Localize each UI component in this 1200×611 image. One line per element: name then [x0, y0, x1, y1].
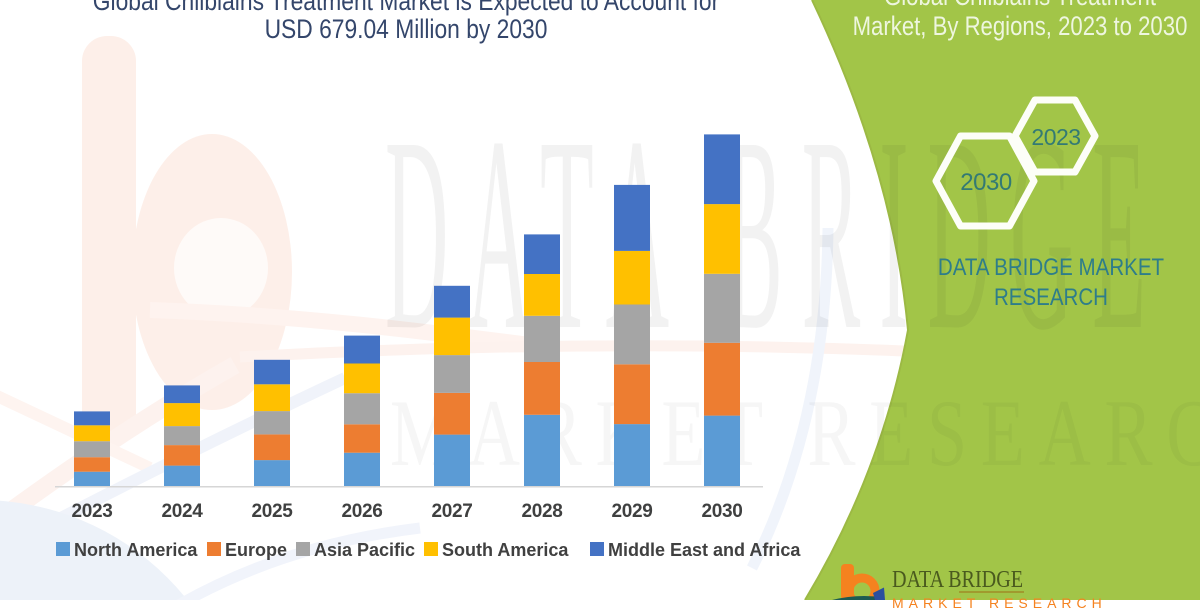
svg-text:2023: 2023 [1031, 124, 1080, 150]
svg-text:2030: 2030 [960, 169, 1012, 196]
